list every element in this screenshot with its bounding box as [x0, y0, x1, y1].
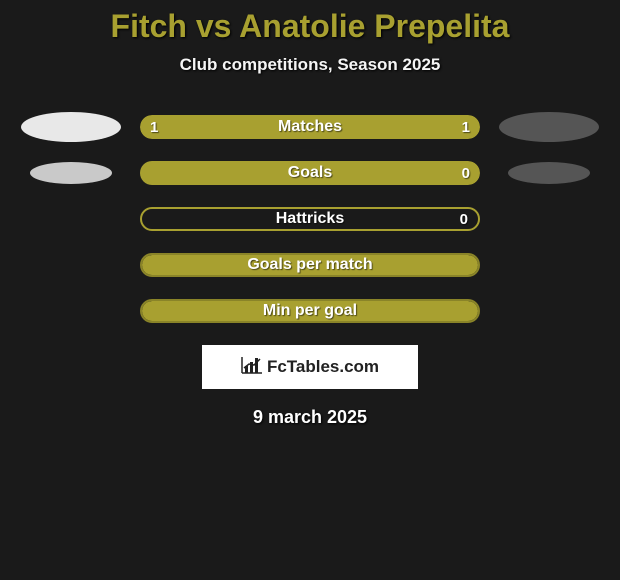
- right-indicator: [494, 253, 604, 277]
- left-value: 1: [150, 119, 158, 136]
- stat-row: 1 Matches 1: [0, 115, 620, 139]
- stats-rows: 1 Matches 1 Goals 0 Hattricks 0 Goals per match…: [0, 115, 620, 323]
- stat-label: Min per goal: [263, 302, 357, 320]
- brand-box: FcTables.com: [202, 345, 418, 389]
- stat-label: Hattricks: [276, 210, 344, 228]
- stat-row: Goals 0: [0, 161, 620, 185]
- left-indicator: [16, 115, 126, 139]
- stat-row: Hattricks 0: [0, 207, 620, 231]
- left-indicator: [16, 299, 126, 323]
- chart-bar-icon: [241, 356, 263, 379]
- left-indicator: [16, 207, 126, 231]
- right-indicator: [494, 299, 604, 323]
- subtitle: Club competitions, Season 2025: [0, 55, 620, 75]
- right-value: 0: [462, 165, 470, 182]
- stat-row: Goals per match: [0, 253, 620, 277]
- stat-row: Min per goal: [0, 299, 620, 323]
- page-title: Fitch vs Anatolie Prepelita: [0, 8, 620, 45]
- right-indicator: [494, 207, 604, 231]
- stat-bar: Goals per match: [140, 253, 480, 277]
- ellipse-icon: [21, 112, 121, 142]
- right-indicator: [494, 115, 604, 139]
- left-indicator: [16, 253, 126, 277]
- stat-bar: Goals 0: [140, 161, 480, 185]
- stat-bar: Hattricks 0: [140, 207, 480, 231]
- comparison-infographic: Fitch vs Anatolie Prepelita Club competi…: [0, 0, 620, 428]
- stat-label: Matches: [278, 118, 342, 136]
- ellipse-icon: [499, 112, 599, 142]
- stat-label: Goals per match: [247, 256, 372, 274]
- left-indicator: [16, 161, 126, 185]
- brand: FcTables.com: [241, 356, 379, 379]
- ellipse-icon: [508, 162, 590, 184]
- ellipse-icon: [30, 162, 112, 184]
- footer-date: 9 march 2025: [0, 407, 620, 428]
- right-value: 0: [460, 211, 468, 228]
- brand-text: FcTables.com: [267, 357, 379, 377]
- right-value: 1: [462, 119, 470, 136]
- stat-label: Goals: [288, 164, 332, 182]
- right-indicator: [494, 161, 604, 185]
- stat-bar: Min per goal: [140, 299, 480, 323]
- stat-bar: 1 Matches 1: [140, 115, 480, 139]
